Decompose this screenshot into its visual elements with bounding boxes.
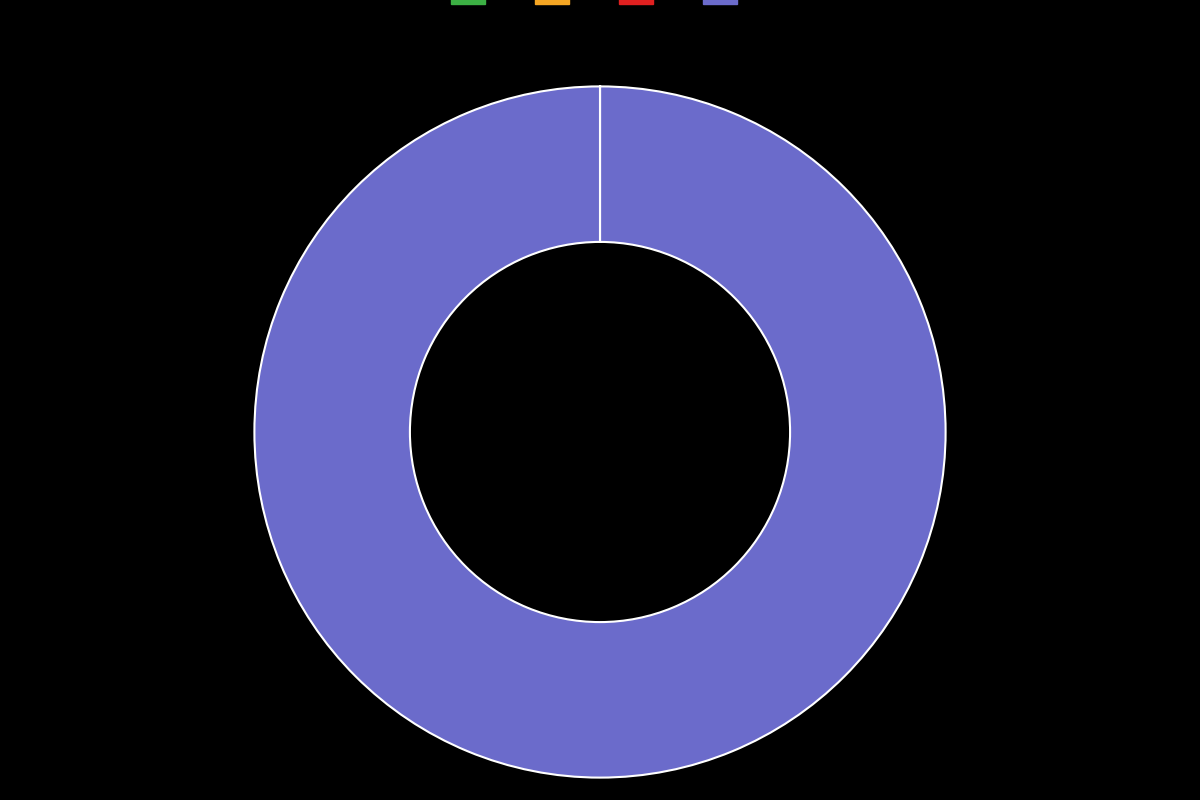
Legend: , , , : , , ,: [451, 0, 749, 6]
Wedge shape: [254, 86, 946, 778]
